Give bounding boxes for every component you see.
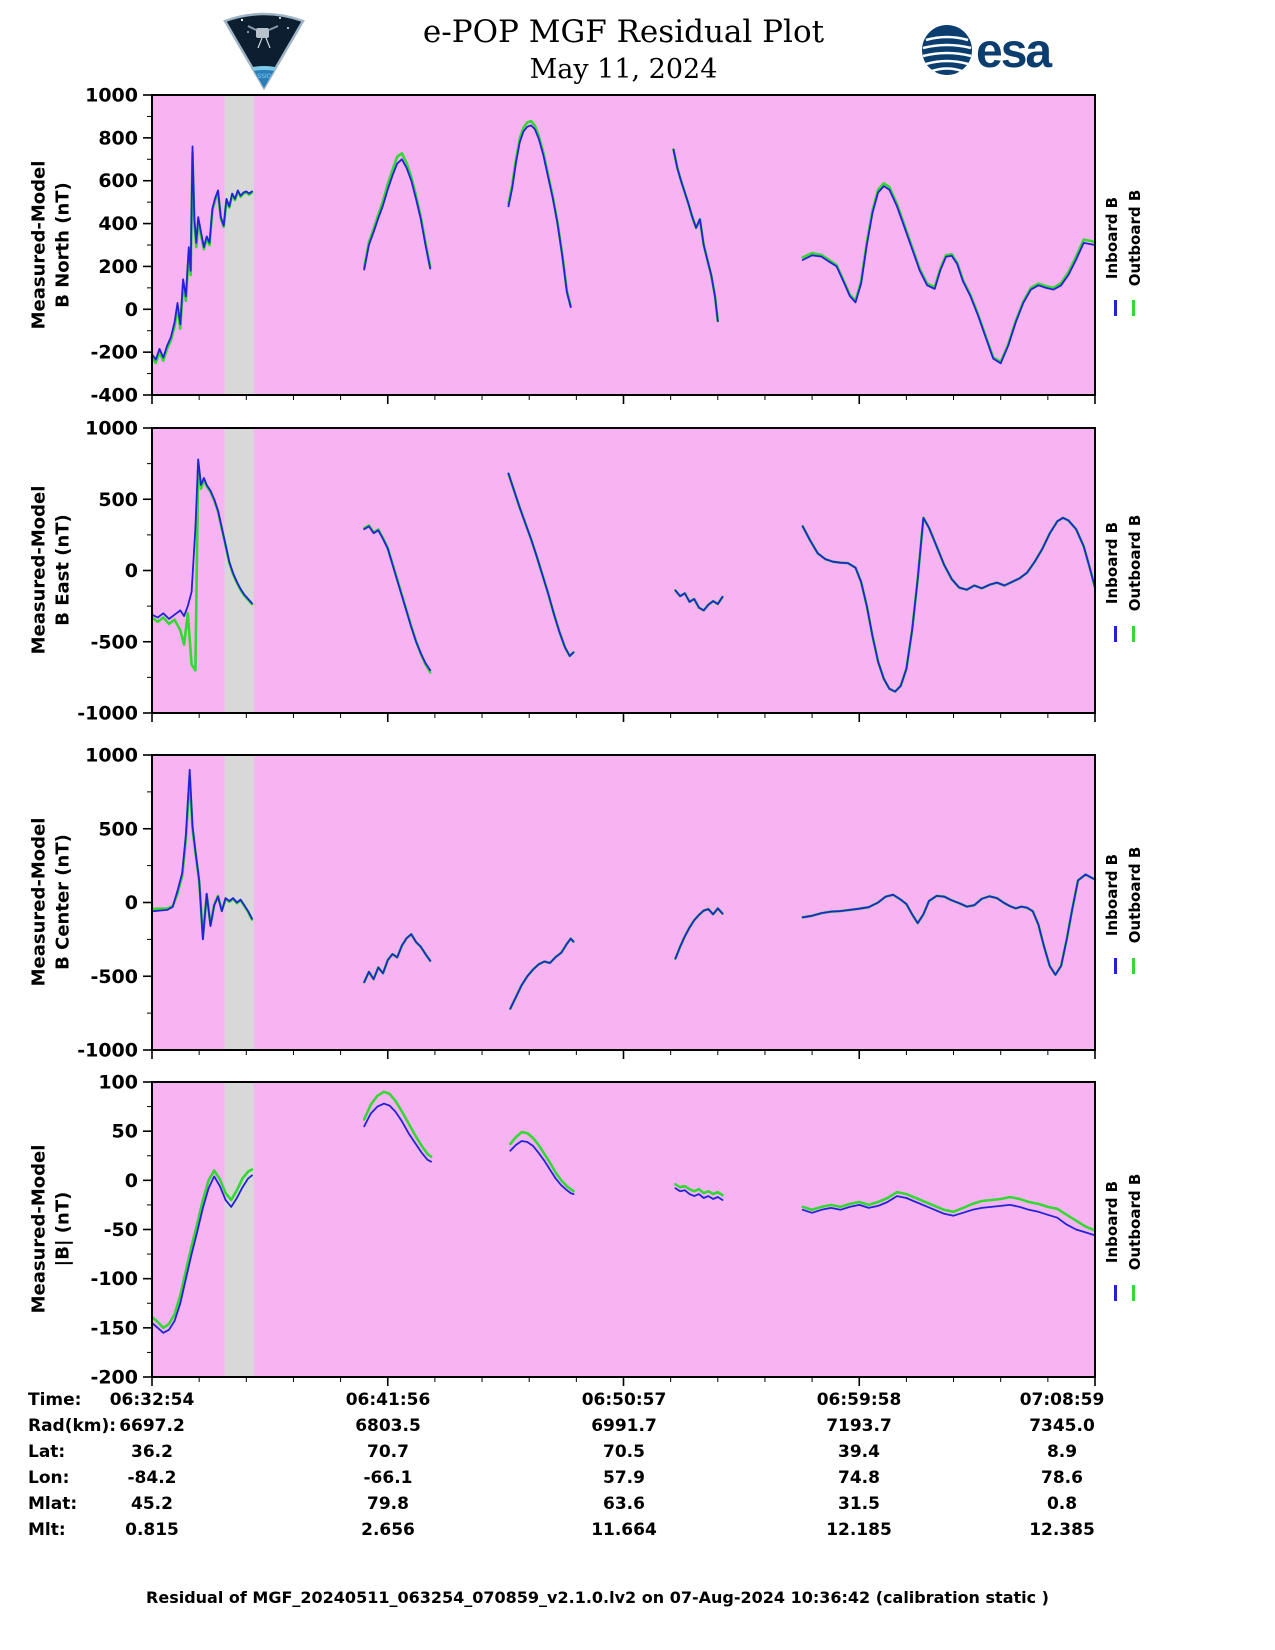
legend-outboard-label: Outboard B bbox=[1126, 846, 1144, 944]
outboard-line-sample bbox=[1132, 300, 1135, 316]
svg-text:-500: -500 bbox=[90, 966, 138, 988]
inboard-line-sample bbox=[1114, 626, 1117, 642]
svg-text:-100: -100 bbox=[90, 1268, 138, 1290]
legend-inboard-label: Inboard B bbox=[1102, 1180, 1121, 1264]
svg-text:-500: -500 bbox=[90, 631, 138, 653]
table-row-mlt: Mlt: 0.815 2.656 11.664 12.185 12.385 bbox=[28, 1520, 1095, 1540]
svg-text:-50: -50 bbox=[104, 1219, 138, 1241]
legend-inboard-label: Inboard B bbox=[1102, 853, 1121, 937]
legend-panel-2: Inboard B Outboard B bbox=[1101, 515, 1148, 612]
legend-panel-1: Inboard B Outboard B bbox=[1101, 190, 1148, 287]
cassiope-mission-patch: CASSIOPE bbox=[218, 6, 310, 92]
svg-text:-400: -400 bbox=[90, 385, 138, 407]
svg-text:200: 200 bbox=[98, 256, 138, 278]
legend-panel-3: Inboard B Outboard B bbox=[1101, 847, 1148, 944]
page-title: e-POP MGF Residual Plot bbox=[422, 14, 825, 50]
legend-inboard-label: Inboard B bbox=[1102, 521, 1121, 605]
svg-text:500: 500 bbox=[98, 818, 138, 840]
svg-text:-1000: -1000 bbox=[77, 1040, 138, 1062]
axis-title-b-center: Measured-Model B Center (nT) bbox=[28, 817, 74, 987]
svg-text:50: 50 bbox=[112, 1121, 138, 1143]
svg-text:-200: -200 bbox=[90, 342, 138, 364]
cassiope-patch-graphic: CASSIOPE bbox=[223, 12, 305, 91]
outboard-line-sample bbox=[1132, 626, 1135, 642]
svg-text:800: 800 bbox=[98, 127, 138, 149]
inboard-line-sample bbox=[1114, 1285, 1117, 1301]
svg-text:100: 100 bbox=[98, 1072, 138, 1094]
table-row-lon: Lon: -84.2 -66.1 57.9 74.8 78.6 bbox=[28, 1468, 1083, 1488]
outboard-line-sample bbox=[1132, 958, 1135, 974]
svg-text:1000: 1000 bbox=[85, 418, 138, 440]
legend-outboard-label: Outboard B bbox=[1126, 514, 1144, 612]
patch-shield bbox=[223, 12, 305, 91]
panel-b-north-plot: 1000 800 600 400 200 0 -200 -400 bbox=[85, 85, 1097, 407]
inboard-line-sample bbox=[1114, 958, 1117, 974]
svg-text:0: 0 bbox=[125, 892, 138, 914]
table-row-lat: Lat: 36.2 70.7 70.5 39.4 8.9 bbox=[28, 1442, 1078, 1462]
svg-text:600: 600 bbox=[98, 170, 138, 192]
axis-title-b-mag: Measured-Model |B| (nT) bbox=[28, 1144, 74, 1314]
inboard-line-sample bbox=[1114, 300, 1117, 316]
svg-text:0: 0 bbox=[125, 1170, 138, 1192]
esa-logo-graphic: esa bbox=[922, 25, 1054, 78]
table-row-mlat: Mlat: 45.2 79.8 63.6 31.5 0.8 bbox=[28, 1494, 1078, 1514]
legend-panel-4: Inboard B Outboard B bbox=[1101, 1174, 1148, 1271]
svg-text:500: 500 bbox=[98, 489, 138, 511]
outboard-line-sample bbox=[1132, 1285, 1135, 1301]
panel-b-center-plot: 1000 500 0 -500 -1000 bbox=[77, 745, 1097, 1062]
legend-outboard-label: Outboard B bbox=[1126, 1173, 1144, 1271]
page-date: May 11, 2024 bbox=[529, 54, 718, 85]
legend-inboard-label: Inboard B bbox=[1102, 196, 1121, 280]
svg-text:-150: -150 bbox=[90, 1317, 138, 1339]
svg-text:-1000: -1000 bbox=[77, 703, 138, 725]
svg-text:-200: -200 bbox=[90, 1367, 138, 1389]
svg-text:400: 400 bbox=[98, 213, 138, 235]
svg-text:1000: 1000 bbox=[85, 745, 138, 767]
esa-wordmark: esa bbox=[976, 25, 1052, 78]
table-row-rad: Rad(km): 6697.2 6803.5 6991.7 7193.7 734… bbox=[28, 1416, 1095, 1436]
svg-text:0: 0 bbox=[125, 560, 138, 582]
esa-logo: esa bbox=[920, 18, 1090, 82]
table-row-time: Time: 06:32:54 06:41:56 06:50:57 06:59:5… bbox=[28, 1390, 1105, 1410]
panel-b-east-plot: 1000 500 0 -500 -1000 bbox=[77, 418, 1097, 725]
patch-satellite bbox=[247, 25, 279, 49]
axis-title-b-north: Measured-Model B North (nT) bbox=[28, 160, 74, 330]
axis-title-b-east: Measured-Model B East (nT) bbox=[28, 485, 74, 655]
footer-filename-text: Residual of MGF_20240511_063254_070859_v… bbox=[146, 1588, 1049, 1607]
patch-text: CASSIOPE bbox=[249, 73, 279, 80]
legend-outboard-label: Outboard B bbox=[1126, 189, 1144, 287]
svg-text:1000: 1000 bbox=[85, 85, 138, 107]
panel-b-mag-plot: 100 50 0 -50 -100 -150 -200 bbox=[90, 1072, 1097, 1389]
svg-text:0: 0 bbox=[125, 299, 138, 321]
